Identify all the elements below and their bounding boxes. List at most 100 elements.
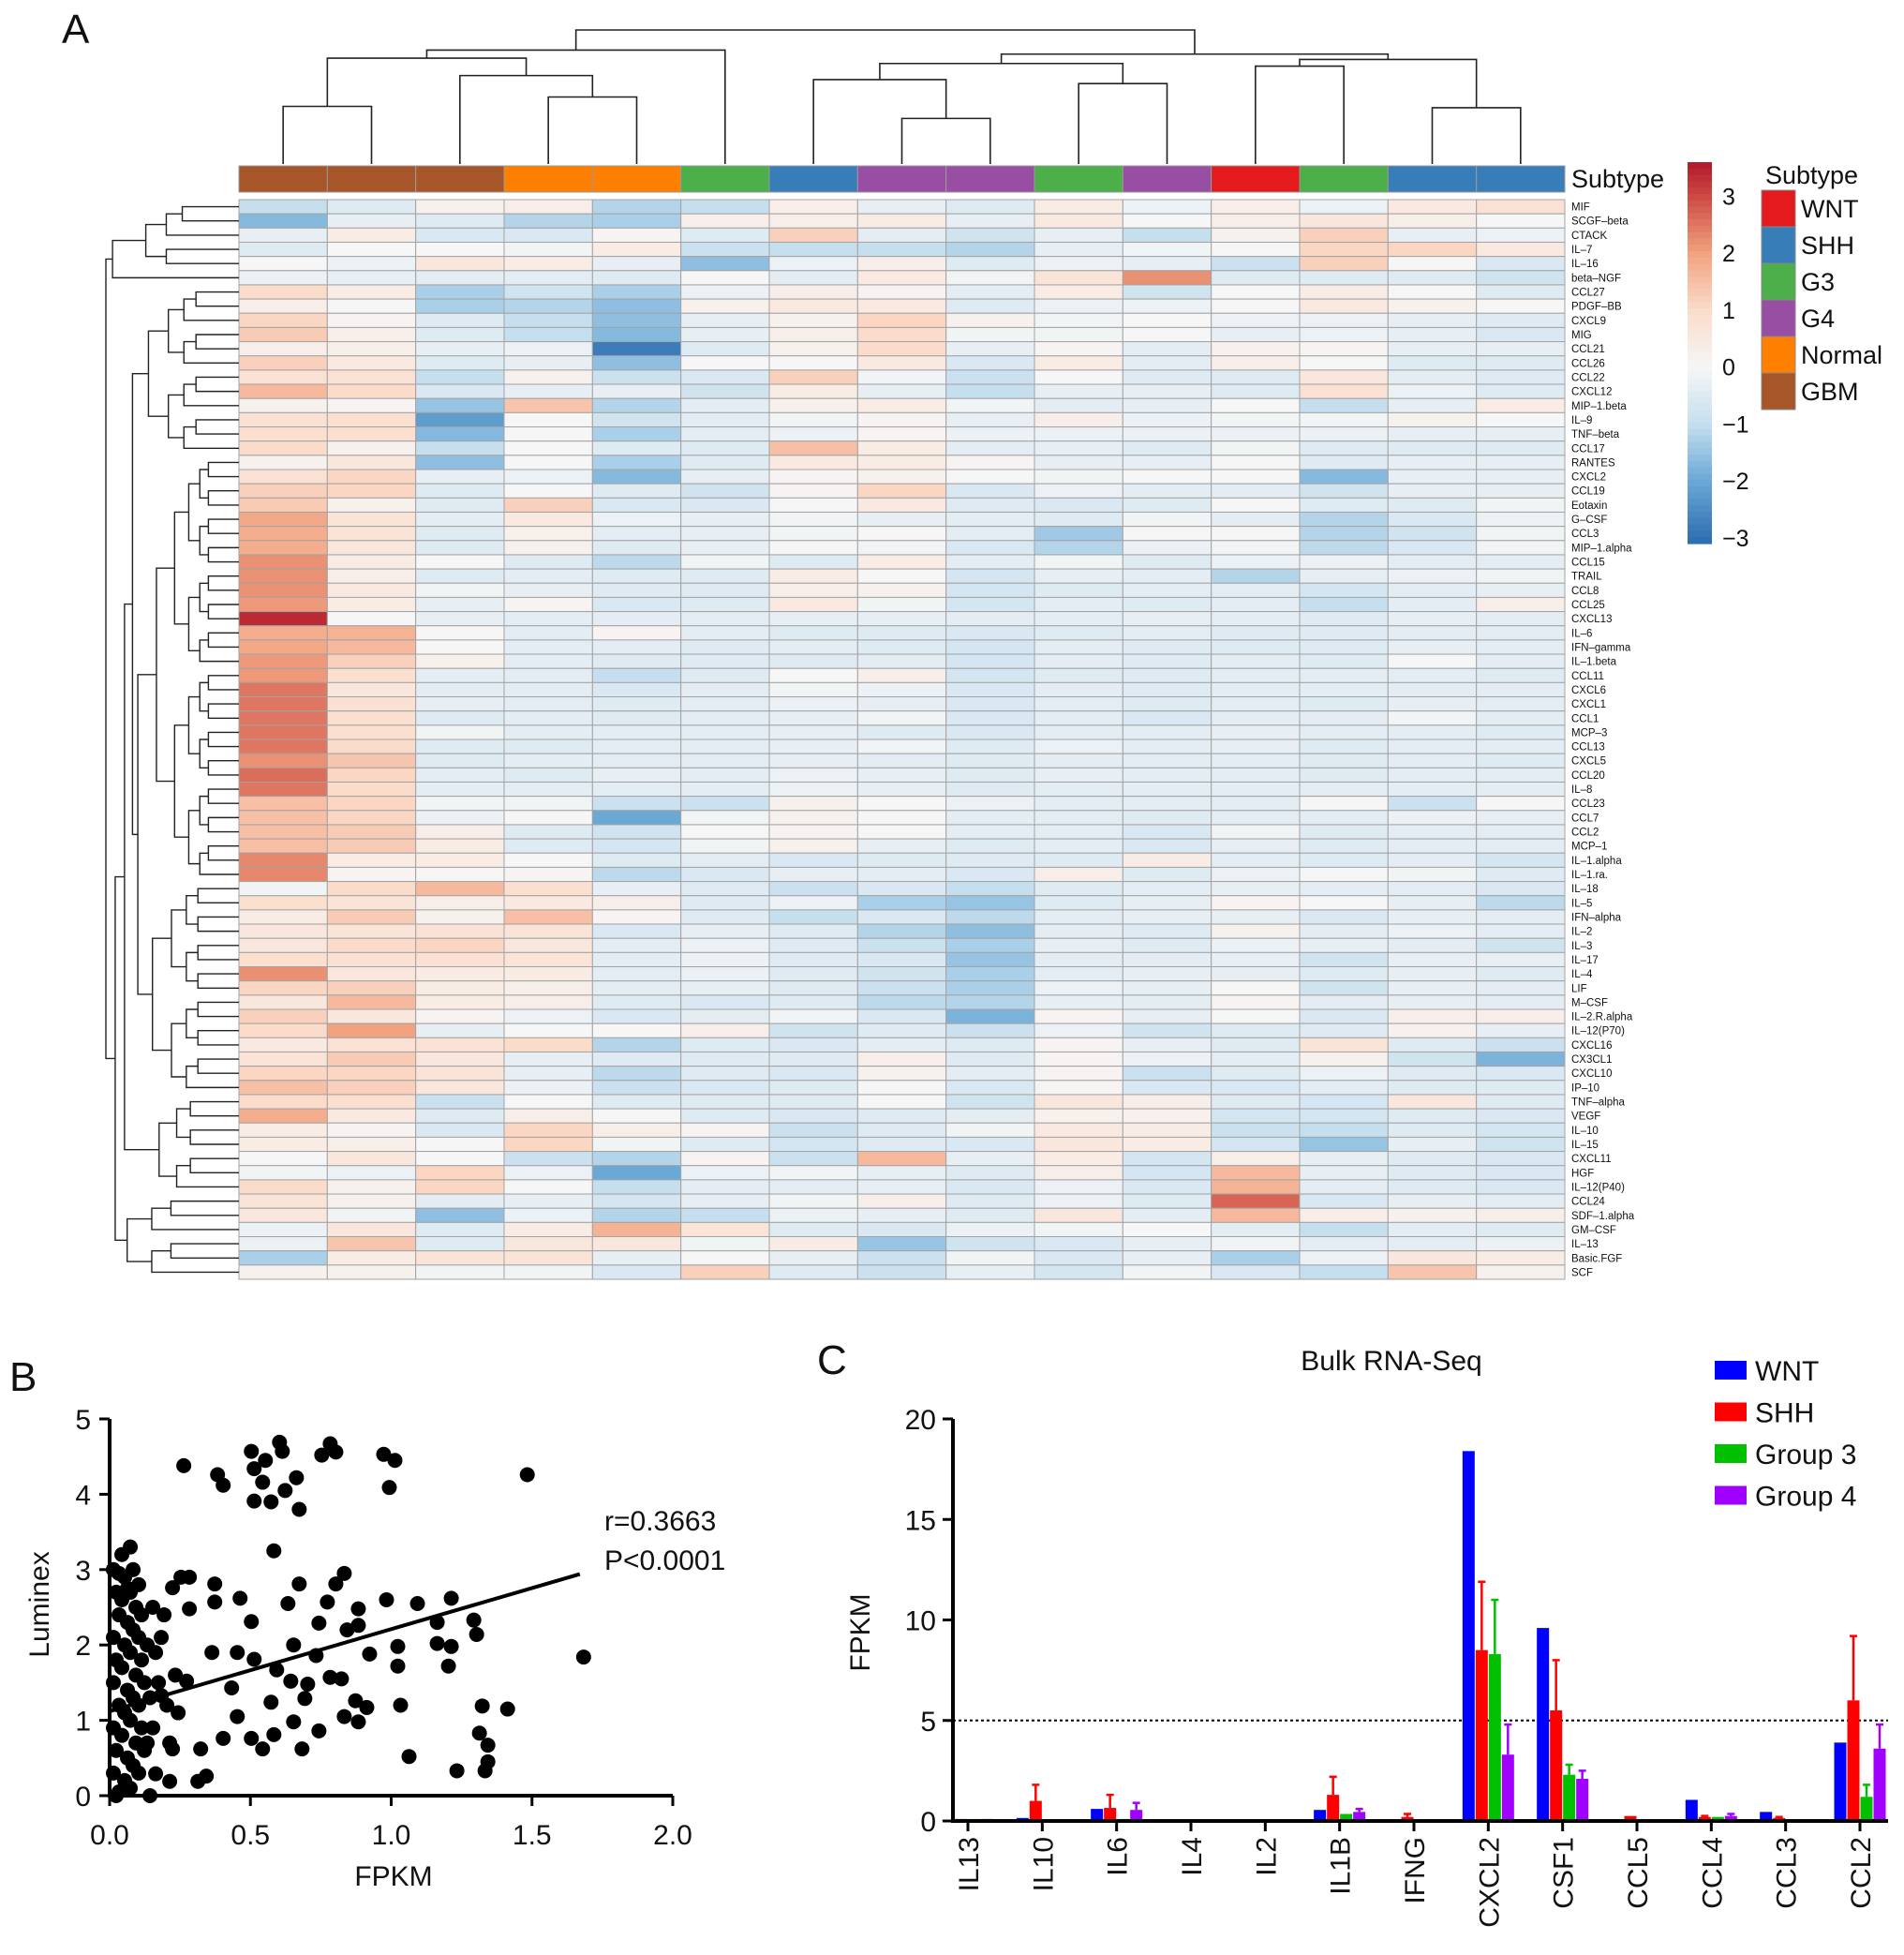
heatmap-cell	[680, 1179, 770, 1195]
heatmap-cell	[1299, 1066, 1389, 1082]
scatter-point	[148, 1766, 164, 1782]
heatmap-cell	[1387, 838, 1478, 854]
colorbar-segment	[1688, 537, 1712, 545]
row-dendrogram-branch	[189, 1100, 239, 1117]
heatmap-cell	[1476, 540, 1566, 556]
heatmap-cell	[1387, 781, 1478, 798]
panel-label-c: C	[817, 1337, 847, 1383]
row-label: IL–4	[1571, 969, 1593, 980]
heatmap-cell	[415, 923, 505, 939]
heatmap-cell	[1211, 397, 1301, 413]
scatter-point	[275, 1443, 290, 1459]
heatmap-cell	[680, 1051, 770, 1067]
heatmap-cell	[1211, 1108, 1301, 1124]
colorbar-segment	[1688, 352, 1712, 360]
heatmap-cell	[1299, 824, 1389, 840]
heatmap-cell	[1211, 483, 1301, 499]
colorbar-segment	[1688, 485, 1712, 494]
heatmap-cell	[945, 270, 1035, 286]
heatmap-cell	[326, 639, 417, 655]
heatmap-cell	[1211, 312, 1301, 328]
heatmap-cell	[415, 497, 505, 513]
heatmap-cell	[503, 341, 593, 357]
heatmap-cell	[1387, 852, 1478, 868]
heatmap-cell	[326, 312, 417, 328]
heatmap-cell	[1476, 796, 1566, 812]
heatmap-cell	[1387, 1066, 1478, 1082]
subtype-legend-label: Normal	[1801, 341, 1882, 369]
heatmap-cell	[1299, 411, 1389, 428]
heatmap-cell	[1387, 1022, 1478, 1038]
heatmap-cell	[591, 284, 682, 300]
heatmap-cell	[945, 1051, 1035, 1067]
heatmap-cell	[1034, 355, 1123, 371]
heatmap-cell	[1211, 1080, 1301, 1096]
heatmap-cell	[1476, 355, 1566, 371]
subtype-legend-swatch	[1761, 299, 1796, 337]
heatmap-cell	[503, 667, 593, 683]
scatter-point	[131, 1765, 147, 1781]
heatmap-cell	[945, 966, 1035, 982]
row-dendrogram-branch	[171, 1022, 186, 1078]
heatmap-cell	[415, 511, 505, 528]
subtype-legend-swatch	[1761, 336, 1796, 374]
bar	[1760, 1812, 1773, 1821]
heatmap-cell	[680, 796, 770, 812]
heatmap-cell	[1034, 1037, 1123, 1052]
heatmap-cell	[1387, 753, 1478, 769]
heatmap-cell	[856, 951, 947, 968]
heatmap-cell	[856, 1080, 947, 1096]
heatmap-cell	[238, 1221, 328, 1238]
heatmap-cell	[1122, 923, 1212, 939]
heatmap-cell	[1122, 341, 1212, 357]
heatmap-cell	[415, 256, 505, 272]
heatmap-cell	[503, 596, 593, 613]
heatmap-cell	[1211, 881, 1301, 897]
row-label: IL–10	[1571, 1126, 1599, 1137]
heatmap-cell	[1211, 1250, 1301, 1266]
scatter-point	[328, 1444, 344, 1460]
heatmap-cell	[1476, 653, 1566, 669]
category-label: CCL4	[1697, 1837, 1728, 1909]
heatmap-cell	[1211, 866, 1301, 883]
heatmap-cell	[768, 1236, 858, 1252]
heatmap-cell	[680, 411, 770, 428]
heatmap-cell	[415, 369, 505, 385]
scatter-point	[246, 1461, 262, 1477]
colorbar-segment	[1688, 213, 1712, 220]
scatter-point	[348, 1693, 364, 1709]
heatmap-cell	[768, 923, 858, 939]
heatmap-cell	[1211, 1165, 1301, 1181]
scatter-point	[145, 1600, 161, 1615]
column-dendrogram-branch	[812, 79, 947, 164]
heatmap-cell	[856, 1008, 947, 1024]
scatter-point	[336, 1565, 352, 1581]
heatmap-cell	[1476, 582, 1566, 598]
row-label: IL–8	[1571, 784, 1592, 796]
row-dendrogram-branch	[183, 340, 239, 365]
scatter-point	[311, 1723, 327, 1739]
colorbar-tick-label: −1	[1722, 411, 1749, 438]
scatter-point	[339, 1622, 355, 1638]
heatmap-cell	[1299, 838, 1389, 854]
heatmap-cell	[1299, 923, 1389, 939]
heatmap-cell	[680, 895, 770, 911]
heatmap-cell	[1034, 1066, 1123, 1082]
heatmap-cell	[1122, 625, 1212, 641]
heatmap-cell	[945, 1037, 1035, 1052]
heatmap-cell	[326, 1151, 417, 1167]
heatmap-cell	[503, 568, 593, 584]
heatmap-cell	[415, 227, 505, 243]
heatmap-cell	[1476, 881, 1566, 897]
heatmap-cell	[768, 881, 858, 897]
heatmap-cell	[1034, 540, 1123, 556]
row-label: IL–2.R.alpha	[1571, 1012, 1633, 1023]
colorbar-segment	[1688, 181, 1712, 188]
heatmap-cell	[680, 625, 770, 641]
heatmap-cell	[856, 739, 947, 754]
bar	[1873, 1748, 1886, 1821]
row-label: MIP–1.alpha	[1571, 543, 1632, 554]
heatmap-cell	[680, 781, 770, 798]
heatmap-cell	[415, 980, 505, 996]
